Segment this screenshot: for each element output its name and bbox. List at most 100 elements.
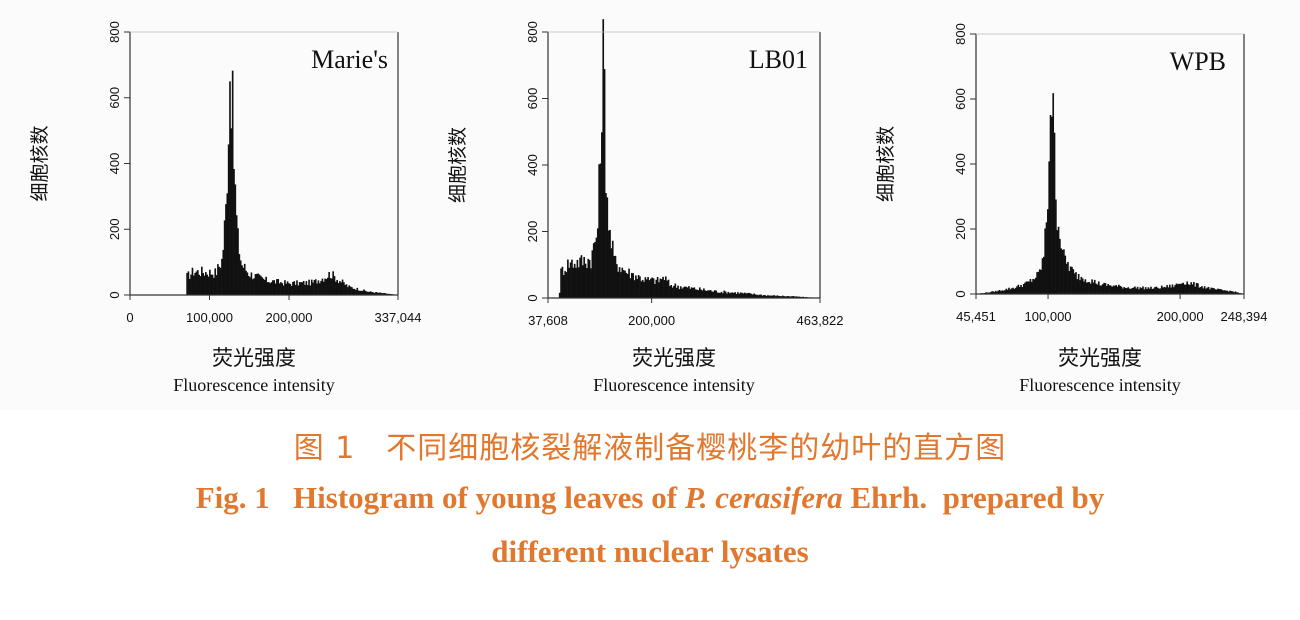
histogram-bar	[336, 279, 338, 295]
histogram-bar	[1008, 287, 1010, 294]
histogram-bar	[1024, 282, 1026, 294]
histogram-bar	[234, 184, 237, 295]
histogram-bar	[1025, 281, 1028, 294]
x-tick-label: 463,822	[797, 313, 844, 328]
histogram-bar	[708, 290, 711, 298]
histogram-bar	[1142, 286, 1144, 294]
histogram-bar	[1168, 284, 1171, 294]
histogram-bar	[1166, 285, 1168, 294]
histogram-bar	[746, 293, 749, 298]
histogram-bar	[1226, 290, 1229, 294]
histogram-bar	[1077, 273, 1080, 294]
histogram-bar	[776, 295, 779, 298]
caption-chinese: 图 1 不同细胞核裂解液制备樱桃李的幼叶的直方图	[293, 431, 1007, 466]
histogram-bar	[1123, 287, 1126, 294]
histogram-bar	[372, 292, 375, 295]
histogram-bar	[666, 280, 668, 298]
histogram-bar	[348, 285, 351, 295]
histogram-bar	[341, 279, 344, 295]
histogram-bar	[802, 296, 804, 298]
histogram-bar	[343, 282, 345, 295]
histogram-bar	[1084, 279, 1087, 294]
y-tick-label: 0	[107, 291, 122, 298]
histogram-bar	[274, 283, 277, 295]
histogram-bar	[705, 290, 708, 298]
histogram-bar	[618, 267, 621, 298]
histogram-bar	[192, 275, 195, 295]
histogram-bar	[369, 291, 372, 295]
histogram-bar	[635, 275, 637, 298]
histogram-bar	[598, 164, 600, 298]
histogram-bar	[368, 291, 371, 295]
histogram-bar	[1001, 290, 1004, 294]
y-axis-label: Nuclear number	[785, 0, 909, 5]
histogram-chart-maries: 0 200 400 600 800 0 100,000 200,000 337,044 Marie…	[0, 0, 422, 395]
histogram-panel-maries: 0 200 400 600 800 0 100,000 200,000 337,044 Marie…	[0, 0, 422, 410]
histogram-bar	[993, 292, 996, 294]
histogram-bar	[1088, 282, 1091, 294]
histogram-bar	[564, 271, 566, 298]
histogram-bar	[1038, 269, 1041, 294]
histogram-bar	[723, 290, 726, 298]
histogram-bar	[605, 193, 607, 298]
histogram-bar	[583, 256, 586, 298]
x-tick-label: 248,394	[1221, 309, 1268, 324]
histogram-bar	[245, 270, 247, 295]
histogram-bar	[758, 294, 761, 298]
histogram-bar	[230, 128, 233, 295]
histogram-bar	[1235, 292, 1238, 294]
histogram-bar	[795, 296, 798, 298]
histogram-bar	[611, 240, 614, 298]
histogram-bar	[223, 220, 226, 295]
histogram-bar	[643, 281, 645, 298]
histogram-bar	[266, 282, 269, 295]
histogram-bar	[707, 290, 709, 298]
histogram-bar	[1110, 285, 1112, 294]
panel-title-wpb: WPB	[1170, 47, 1226, 76]
histogram-bar	[1189, 285, 1191, 294]
histogram-bar	[259, 275, 262, 295]
histogram-bar	[194, 272, 196, 295]
histogram-bar	[780, 296, 783, 298]
histogram-bar	[1099, 285, 1101, 294]
histogram-bar	[349, 286, 352, 295]
histogram-bar	[1009, 289, 1012, 294]
histogram-bar	[994, 290, 997, 294]
histogram-bar	[659, 278, 662, 298]
histogram-bar	[1183, 284, 1186, 294]
histogram-bar	[731, 292, 734, 298]
histogram-bar	[703, 288, 705, 298]
histogram-bar	[202, 273, 204, 295]
histogram-bar	[998, 290, 1001, 294]
histogram-bar	[1105, 285, 1108, 294]
histogram-bars-lb01	[558, 19, 821, 298]
histogram-bar	[1155, 286, 1158, 294]
histogram-bar	[1237, 292, 1239, 294]
histogram-bar	[1040, 269, 1042, 294]
histogram-bar	[242, 267, 245, 295]
histogram-bar	[191, 267, 194, 295]
histogram-bar	[571, 259, 573, 298]
histogram-bar	[586, 268, 588, 298]
histogram-bar	[1174, 285, 1176, 294]
histogram-bar	[1159, 288, 1162, 294]
histogram-bar	[792, 296, 795, 298]
histogram-bar	[1199, 287, 1202, 294]
histogram-bar	[1177, 284, 1179, 294]
histogram-bar	[1171, 284, 1174, 294]
histogram-bar	[752, 294, 754, 298]
histogram-bar	[243, 263, 246, 295]
histogram-bar	[1119, 285, 1122, 294]
histogram-bar	[205, 272, 207, 295]
histogram-bar	[617, 271, 620, 298]
histogram-bar	[1051, 116, 1053, 294]
histogram-bar	[237, 228, 239, 295]
histogram-bar	[790, 296, 792, 298]
histogram-bar	[743, 292, 746, 298]
histogram-bar	[1017, 284, 1020, 294]
histogram-bar	[1181, 283, 1183, 294]
histogram-bar	[1104, 283, 1107, 294]
histogram-bar	[747, 292, 750, 298]
x-axis-label: Fluorescence intensity	[593, 375, 754, 395]
histogram-bar	[1087, 282, 1089, 294]
